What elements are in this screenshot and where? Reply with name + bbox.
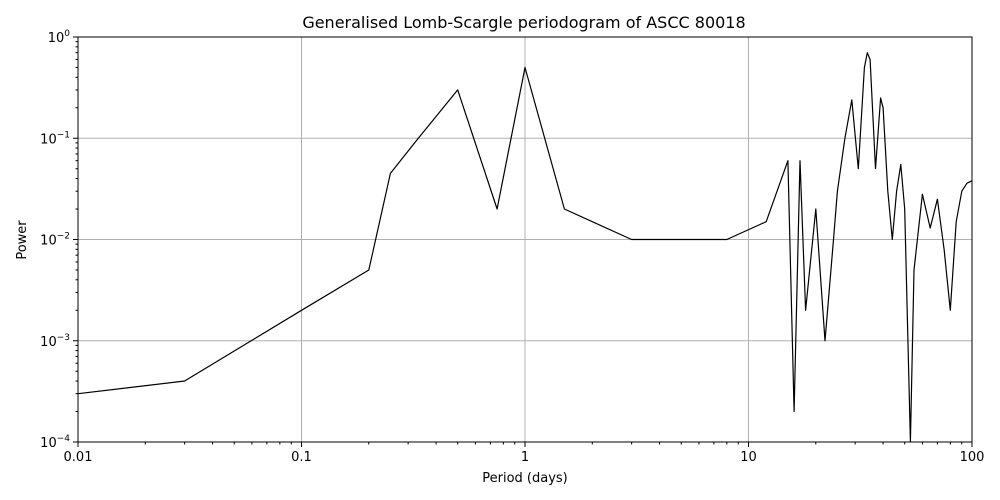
- x-tick-label: 10: [740, 450, 757, 465]
- y-tick-exponent: −3: [57, 333, 70, 343]
- y-tick-label: 100: [48, 29, 71, 46]
- y-tick-base: 10: [40, 436, 57, 451]
- series-layer: [78, 52, 972, 442]
- y-tick-base: 10: [40, 335, 57, 350]
- x-tick-label: 0.01: [64, 450, 93, 465]
- x-axis-ticks: 0.01 0.1 1 10 100: [64, 442, 985, 465]
- x-axis-label: Period (days): [482, 471, 568, 486]
- y-tick-label: 10−3: [40, 333, 70, 350]
- y-tick-exponent: −2: [57, 232, 70, 242]
- x-tick-label: 0.1: [291, 450, 312, 465]
- x-tick-label: 1: [521, 450, 529, 465]
- y-tick-base: 10: [40, 132, 57, 147]
- y-tick-exponent: −1: [57, 130, 70, 140]
- y-tick-label: 10−4: [40, 434, 70, 451]
- chart-title: Generalised Lomb-Scargle periodogram of …: [302, 13, 745, 32]
- y-tick-label: 10−1: [40, 130, 70, 147]
- y-tick-exponent: 0: [64, 29, 70, 39]
- x-tick-label: 100: [960, 450, 985, 465]
- y-axis-label: Power: [15, 220, 30, 260]
- y-tick-exponent: −4: [57, 434, 71, 444]
- y-tick-base: 10: [48, 31, 65, 46]
- y-tick-label: 10−2: [40, 232, 70, 249]
- series-line: [78, 52, 972, 442]
- grid-lines: [77, 36, 973, 443]
- y-tick-base: 10: [40, 234, 57, 249]
